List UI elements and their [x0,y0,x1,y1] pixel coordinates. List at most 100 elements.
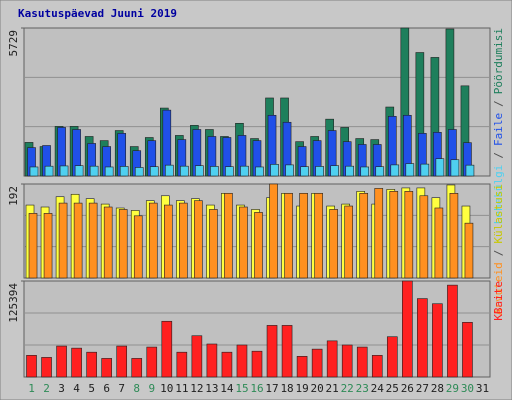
bar [43,213,53,279]
bar [299,193,308,279]
bar [28,213,38,279]
bar [374,188,384,279]
bar [89,165,99,177]
bar [371,355,383,378]
legend-entry: Pöördumisi [492,28,505,94]
bar [58,202,68,279]
bar [326,340,338,378]
bar [224,193,233,279]
bar [56,345,67,378]
bar [195,165,204,177]
bar [386,336,398,378]
bar [146,346,158,378]
bar [133,215,143,279]
x-tick-label: 1 [28,382,35,395]
bar [26,355,37,378]
bar [176,351,188,378]
bar [420,163,430,177]
x-tick-label: 8 [133,382,140,395]
x-tick-label: 26 [401,382,414,395]
x-tick-label: 14 [220,382,234,395]
x-tick-label: 9 [148,382,155,395]
x-tick-label: 25 [386,382,399,395]
y-tick-label: 125394 [7,283,20,323]
x-tick-label: 31 [476,382,489,395]
x-tick-label: 6 [103,382,110,395]
bar [464,222,474,279]
bar [134,167,144,177]
legend: KBaite [492,281,505,321]
x-tick-label: 4 [73,382,80,395]
bar [330,165,339,177]
bar [270,164,279,177]
x-tick-label: 10 [160,382,173,395]
bar [251,350,263,378]
bar [281,325,293,378]
x-tick-label: 29 [446,382,459,395]
bar [59,165,69,177]
legend: Arvuteid / Külastusi [492,184,505,315]
x-tick-label: 12 [190,382,203,395]
bar [449,193,459,279]
bar [300,166,309,177]
bar [71,347,82,378]
bar [149,166,159,177]
x-tick-label: 5 [88,382,95,395]
x-tick-label: 22 [341,382,354,395]
bar [284,193,293,279]
x-tick-label: 11 [175,382,188,395]
x-tick-label: 21 [326,382,339,395]
bar [450,159,460,177]
bar [44,165,54,177]
x-tick-label: 27 [416,382,429,395]
bar [104,166,114,177]
bar [180,165,189,177]
bar [148,202,158,279]
bar [74,165,84,177]
x-tick-label: 20 [311,382,324,395]
bar [404,191,414,279]
bar [465,164,475,177]
bar [239,206,248,279]
bar [194,200,203,279]
bar [360,166,370,177]
chart-title: Kasutuspäevad Juuni 2019 [18,7,177,20]
bar [209,209,218,279]
bar [314,193,323,279]
x-tick-label: 16 [250,382,263,395]
bar [435,158,445,177]
bar [161,320,173,378]
legend-separator: / [492,100,505,107]
legend-entry: Külastusi [492,184,505,244]
bar [131,358,143,378]
x-tick-label: 30 [461,382,474,395]
bar [119,166,129,177]
x-tick-label: 28 [431,382,444,395]
bar [389,191,399,279]
y-tick-label: 5729 [7,30,20,57]
bar [118,209,128,279]
bar [432,303,443,378]
x-tick-label: 15 [235,382,248,395]
bar [344,205,353,279]
bar [315,166,324,177]
x-tick-label: 7 [118,382,125,395]
bar [191,335,203,378]
bar [419,195,429,279]
bar [73,202,83,279]
bar [345,165,354,177]
legend-entry: Faile [492,113,505,146]
x-tick-label: 19 [295,382,308,395]
bar [402,280,413,378]
bar [103,206,113,279]
legend-entry: Lehekülgi [492,165,505,225]
x-tick-label: 3 [58,382,65,395]
x-tick-label: 17 [265,382,278,395]
bar [266,325,278,378]
x-tick-label: 13 [205,382,218,395]
bar [240,165,249,177]
bar [285,164,294,177]
bar [359,193,369,279]
bar [254,212,263,279]
